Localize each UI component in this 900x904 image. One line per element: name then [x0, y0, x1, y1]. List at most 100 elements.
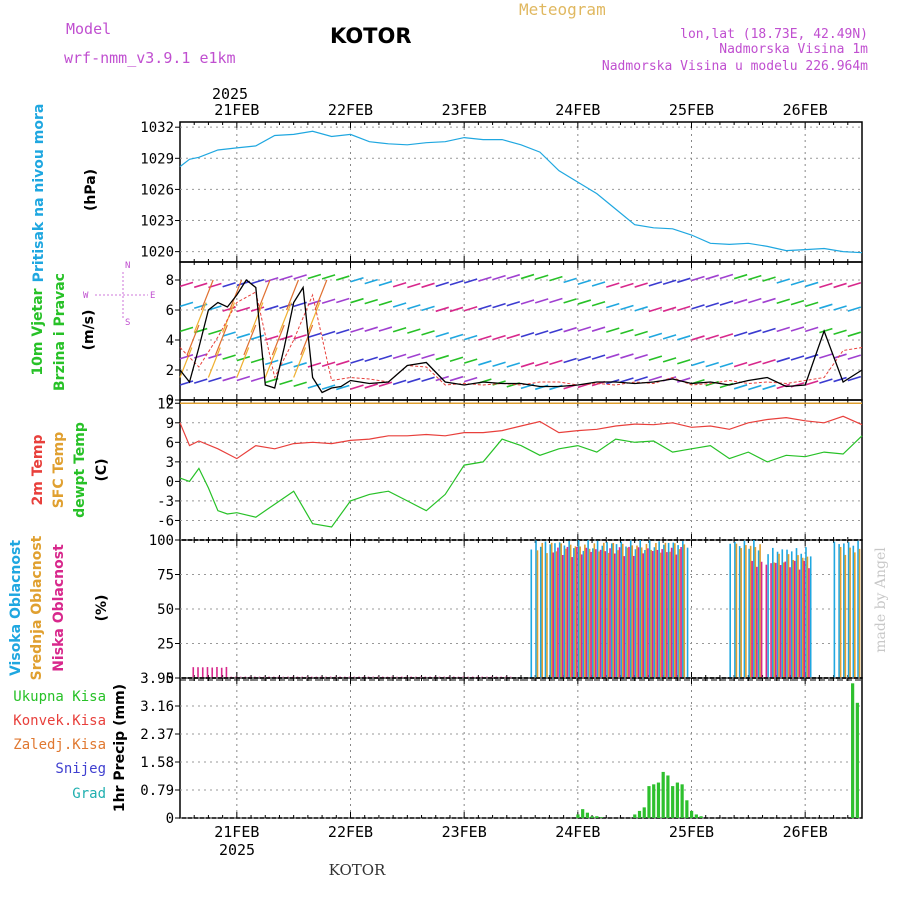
wind-barb [243, 324, 257, 356]
cloud-bar [756, 566, 758, 678]
cloud-bar [603, 542, 605, 678]
cloud-bar [621, 543, 624, 678]
cloud-bar [568, 540, 570, 678]
wind-barb [321, 298, 336, 304]
cloud-bar [584, 544, 586, 678]
cloud-label-3: Niska Oblacnost [51, 544, 67, 672]
wind-barb [179, 326, 194, 333]
cloud-bar [582, 550, 585, 678]
wind-barb [776, 298, 790, 304]
wind-barb [307, 332, 322, 339]
y-tick-label: 0.79 [140, 783, 174, 799]
wind-barb [719, 273, 734, 280]
wind-barb [222, 354, 236, 360]
wind-barb [463, 306, 478, 312]
wind-barb [762, 276, 776, 282]
cloud-bar [738, 546, 741, 678]
cloud-bar [612, 542, 615, 678]
wind-barb [606, 302, 620, 309]
cloud-bar [613, 553, 616, 678]
bottom-date-label: 25FEB [669, 823, 714, 841]
wind-barb [748, 297, 762, 304]
wind-barb [833, 329, 847, 336]
y-tick-label: 3 [166, 455, 174, 471]
panel-frame [179, 677, 863, 819]
cloud-bar [648, 540, 651, 678]
wind-barb [563, 298, 577, 304]
temp-2m-line [179, 415, 863, 460]
wind-barb [762, 297, 776, 304]
precip-bar [647, 786, 651, 818]
temp-label-2: SFC Temp [51, 432, 67, 509]
y-tick-label: 2 [166, 363, 174, 379]
wind-barb [591, 354, 606, 360]
wind-barb [179, 281, 194, 288]
wind-barb [662, 357, 677, 363]
cloud-bar [541, 542, 544, 678]
cloud-bar [759, 544, 761, 678]
y-tick-label: 1029 [140, 151, 174, 167]
panel-pressure: 1020 1023 1026 1029 1032 [140, 120, 863, 263]
wind-barb [492, 361, 506, 368]
cloud-bar [743, 540, 746, 678]
cloud-bar [579, 546, 581, 678]
top-date-label: 25FEB [669, 101, 714, 119]
wind-barb [549, 359, 563, 366]
wind-barb [179, 380, 194, 386]
cloud-bar [216, 666, 218, 678]
cloud-bar [601, 545, 604, 678]
wind-barb [648, 306, 663, 313]
cloud-bar [843, 543, 845, 678]
cloud-bar [798, 569, 801, 678]
wind-barb [407, 328, 421, 334]
cloud-bar [650, 549, 652, 678]
wind-barb [250, 357, 265, 364]
cloud-bar [555, 551, 558, 678]
wind-barb [350, 358, 364, 364]
cloud-bar [786, 549, 788, 678]
cloud-bar [625, 546, 627, 678]
cloud-bar [634, 549, 637, 678]
wind-barb [214, 324, 228, 356]
cloud-bar [782, 562, 785, 678]
cloud-bar [751, 560, 753, 678]
wind-barb [364, 383, 378, 389]
wind-barb [606, 327, 620, 333]
wind-barb [478, 360, 492, 366]
cloud-bar [792, 559, 795, 678]
wind-barb [364, 298, 378, 305]
cloud-bar [797, 555, 799, 678]
wind-barb [819, 282, 833, 289]
wind-barb [435, 354, 449, 361]
wind-barb [506, 362, 521, 368]
y-tick-label: 75 [157, 568, 174, 584]
cloud-bar [211, 667, 214, 678]
y-tick-label: -3 [157, 494, 174, 510]
pressure-line [179, 130, 863, 254]
y-tick-label: 6 [166, 303, 174, 319]
cloud-bar [675, 554, 678, 678]
wind-barb [591, 326, 606, 332]
cloud-bar [606, 542, 608, 678]
cloud-bar [773, 562, 776, 678]
y-tick-label: 0 [166, 393, 174, 409]
wind-barb [648, 281, 663, 287]
wind-barb [492, 274, 506, 281]
wind-barb [804, 326, 819, 333]
y-tick-label: 0 [166, 811, 174, 827]
wind-barb [677, 335, 691, 341]
cloud-bar [740, 548, 742, 678]
wind-barb [435, 281, 449, 288]
wind-barb [804, 380, 819, 386]
wind-barb [250, 334, 265, 341]
cloud-bar [765, 564, 768, 678]
wind-barb [463, 334, 478, 341]
precip-legend-snow: Snijeg [55, 761, 106, 777]
cloud-bar [776, 551, 779, 678]
wind-barb [719, 333, 734, 339]
wind-barb [350, 276, 364, 283]
cloud-bar [808, 568, 810, 678]
y-tick-label: 50 [157, 602, 174, 618]
wind-barb [776, 278, 790, 284]
cloud-bar [729, 543, 731, 678]
